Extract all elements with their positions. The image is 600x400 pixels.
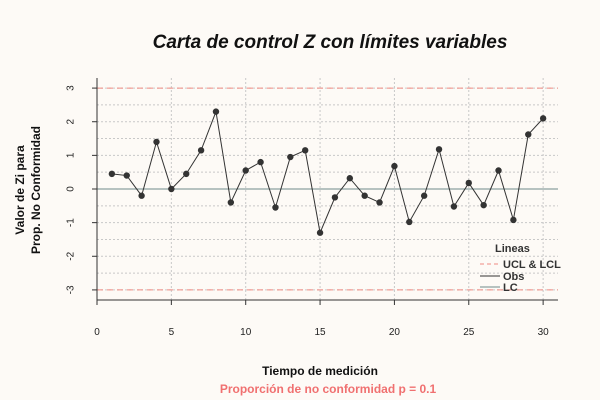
chart-title: Carta de control Z con límites variables <box>153 32 508 53</box>
obs-point <box>242 167 249 174</box>
legend-label-limits: UCL & LCL <box>503 259 561 271</box>
obs-point <box>197 147 205 154</box>
obs-point <box>450 203 458 210</box>
obs-series <box>108 108 547 236</box>
obs-line <box>111 109 544 235</box>
x-tick-label: 15 <box>315 327 327 338</box>
y-axis-title-line2: Prop. No Conformidad <box>29 126 43 254</box>
obs-point <box>257 158 264 166</box>
obs-point <box>168 185 175 193</box>
x-tick-label: 5 <box>169 327 175 338</box>
obs-point <box>272 204 279 211</box>
obs-point <box>183 170 190 178</box>
x-axis-title: Tiempo de medición <box>262 364 378 378</box>
legend: Lineas UCL & LCL Obs LC <box>480 243 561 294</box>
obs-point <box>510 216 517 224</box>
obs-point <box>361 192 368 199</box>
legend-label-obs: Obs <box>503 271 524 283</box>
obs-point <box>227 199 235 206</box>
y-tick-label: -3 <box>66 285 77 294</box>
obs-point <box>391 162 398 170</box>
obs-point <box>153 138 160 146</box>
obs-point <box>123 172 130 179</box>
obs-point <box>376 199 383 206</box>
obs-point <box>465 179 472 187</box>
obs-point <box>480 201 487 209</box>
reference-lines <box>97 87 558 291</box>
obs-point <box>331 194 339 201</box>
obs-point <box>525 131 532 138</box>
obs-point <box>420 192 428 199</box>
x-tick-label: 20 <box>389 327 401 338</box>
y-tick-label: 3 <box>66 85 77 91</box>
legend-title: Lineas <box>495 243 530 255</box>
x-tick-label: 25 <box>463 327 475 338</box>
obs-point <box>495 167 502 174</box>
y-tick-label: 1 <box>66 152 77 158</box>
y-tick-label: 2 <box>66 119 77 125</box>
y-tick-label: -2 <box>66 251 77 260</box>
y-tick-label: 0 <box>66 186 77 192</box>
obs-point <box>539 115 547 122</box>
obs-point <box>287 153 294 161</box>
obs-point <box>138 192 145 199</box>
y-axis-title-line1: Valor de Zi para <box>13 145 27 235</box>
x-tick-label: 10 <box>240 327 252 338</box>
x-tick-label: 30 <box>538 327 550 338</box>
obs-point <box>108 170 116 178</box>
obs-point <box>301 147 309 154</box>
obs-point <box>406 218 413 226</box>
obs-point <box>435 146 443 153</box>
legend-label-lc: LC <box>503 282 518 294</box>
obs-point <box>316 229 324 236</box>
chart-subtitle: Proporción de no conformidad p = 0.1 <box>220 382 437 396</box>
x-tick-label: 0 <box>94 327 100 338</box>
obs-point <box>212 108 220 115</box>
y-tick-label: -1 <box>66 218 77 227</box>
obs-point <box>346 175 354 182</box>
